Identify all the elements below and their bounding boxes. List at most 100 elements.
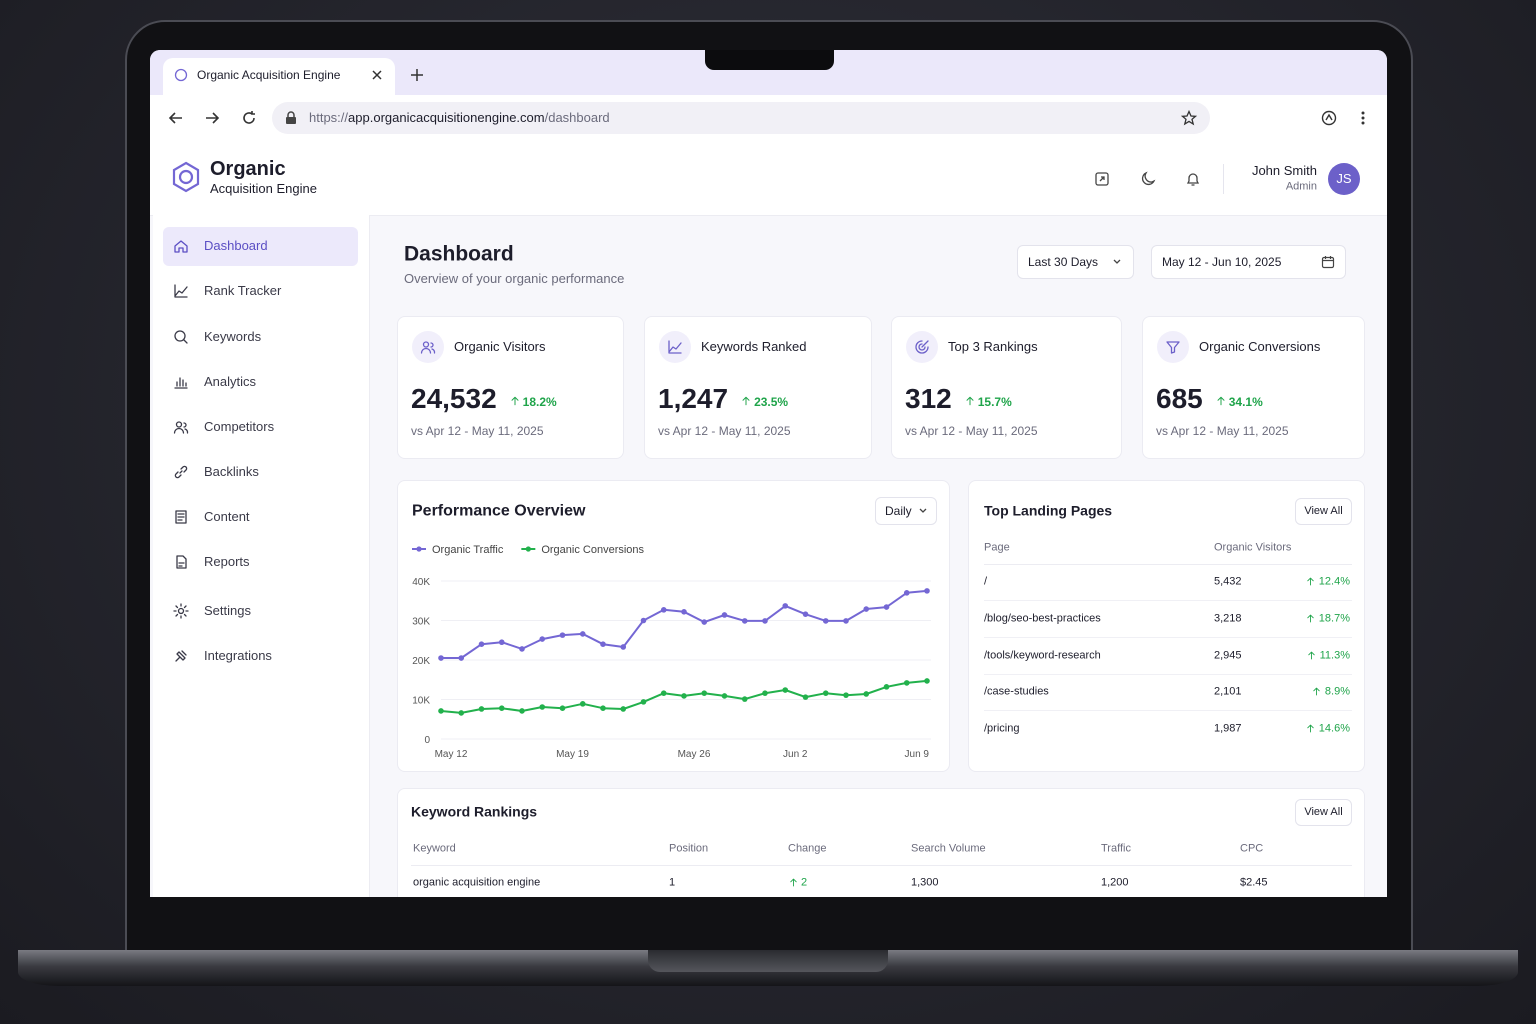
row-rule bbox=[984, 600, 1352, 601]
chevron bbox=[919, 508, 927, 513]
lock-icon bbox=[286, 111, 296, 124]
kpi-icon bbox=[420, 341, 436, 354]
page-path[interactable]: /blog/seo-best-practices bbox=[984, 612, 1101, 625]
nav-item[interactable] bbox=[163, 498, 358, 537]
data-point bbox=[822, 690, 829, 696]
data-point bbox=[458, 710, 465, 716]
nav-label: Rank Tracker bbox=[204, 283, 282, 299]
address-bar[interactable] bbox=[272, 102, 1210, 134]
data-point bbox=[498, 639, 505, 646]
forward-button[interactable] bbox=[204, 110, 220, 126]
reload-button[interactable] bbox=[241, 110, 257, 126]
nav-icon-path bbox=[174, 240, 188, 253]
nav-icon-path bbox=[175, 650, 187, 662]
brand-name: Organic bbox=[210, 158, 286, 180]
column-header: Traffic bbox=[1101, 842, 1131, 855]
y-tick-label: 30K bbox=[412, 617, 430, 628]
avatar[interactable]: JS bbox=[1328, 163, 1360, 195]
up-arrow-path bbox=[1217, 396, 1225, 406]
visitors: 5,432 bbox=[1214, 575, 1242, 588]
page-path[interactable]: /case-studies bbox=[984, 685, 1049, 698]
nav-item[interactable] bbox=[163, 363, 358, 402]
column-header: Organic Visitors bbox=[1214, 541, 1292, 554]
data-point bbox=[762, 618, 768, 624]
up-arrow bbox=[966, 396, 974, 406]
nav-item[interactable] bbox=[163, 453, 358, 492]
nav-item[interactable] bbox=[163, 592, 358, 631]
divider bbox=[1223, 164, 1224, 194]
performance-card: Performance Overview Daily 0 10K 20K 30K 40K… bbox=[397, 480, 950, 772]
change: 12.4% bbox=[1318, 575, 1350, 588]
up-arrow bbox=[1307, 724, 1314, 733]
period-select[interactable] bbox=[875, 497, 937, 525]
camera-notch bbox=[705, 50, 834, 70]
nav-item[interactable] bbox=[163, 543, 358, 582]
data-point bbox=[640, 699, 647, 705]
nav-label: Dashboard bbox=[204, 238, 268, 254]
page-path[interactable]: /pricing bbox=[984, 722, 1020, 735]
data-point bbox=[498, 705, 505, 711]
data-point bbox=[924, 588, 930, 594]
cell: 1 bbox=[669, 876, 676, 889]
extension-icon[interactable] bbox=[1321, 110, 1337, 126]
share-icon[interactable] bbox=[1094, 171, 1110, 187]
chevron bbox=[1113, 259, 1121, 264]
nav-icon-path bbox=[174, 284, 188, 298]
visitors: 3,218 bbox=[1214, 612, 1242, 625]
kpi-icon-path bbox=[1166, 341, 1180, 354]
data-point bbox=[782, 687, 789, 693]
nav-icon-path bbox=[176, 555, 187, 569]
page-path[interactable]: / bbox=[984, 575, 988, 588]
data-point bbox=[438, 655, 444, 661]
up-arrow bbox=[790, 878, 797, 887]
data-point bbox=[843, 692, 849, 698]
data-point bbox=[924, 678, 930, 684]
data-point bbox=[620, 644, 627, 650]
series-line bbox=[441, 589, 928, 659]
line-chart: 0 10K 20K 30K 40K May 12 May 19 May 26 Jun 2 Jun … bbox=[412, 544, 931, 760]
view-all-button[interactable]: View All bbox=[1295, 498, 1352, 525]
kpi-icon-bg bbox=[659, 331, 691, 363]
nav-label: Settings bbox=[204, 603, 251, 619]
column-header: Page bbox=[984, 541, 1010, 554]
menu-icon[interactable] bbox=[1357, 110, 1369, 126]
data-point bbox=[640, 617, 647, 624]
kpi-card: Organic Visitors 24,532 18.2% vs Apr 12 - M… bbox=[397, 316, 624, 459]
nav-icon-path bbox=[174, 465, 188, 479]
up-arrow-path bbox=[1307, 577, 1314, 586]
data-point bbox=[579, 701, 586, 707]
page-path[interactable]: /tools/keyword-research bbox=[984, 649, 1101, 661]
data-point bbox=[660, 690, 667, 696]
range-select[interactable] bbox=[1017, 245, 1134, 279]
nav-icon bbox=[174, 465, 188, 479]
url-path: /dashboard bbox=[544, 110, 610, 126]
date-picker[interactable] bbox=[1151, 245, 1346, 279]
data-point bbox=[802, 611, 809, 617]
app-header bbox=[150, 141, 1387, 216]
bookmark-star[interactable] bbox=[1181, 110, 1197, 126]
theme-icon[interactable] bbox=[1140, 171, 1156, 187]
kpi-icon-path bbox=[915, 340, 929, 354]
nav-icon-path bbox=[174, 377, 188, 389]
tab-close[interactable] bbox=[371, 69, 383, 81]
column-header: Search Volume bbox=[911, 842, 986, 855]
url: https://app.organicacquisitionengine.com… bbox=[309, 110, 610, 126]
up-arrow-path bbox=[1307, 724, 1314, 733]
nav-label: Analytics bbox=[204, 374, 257, 390]
view-all-button[interactable]: View All bbox=[1295, 799, 1352, 826]
data-point bbox=[600, 705, 606, 711]
new-tab[interactable] bbox=[410, 68, 424, 82]
chart-title: Performance Overview bbox=[412, 502, 586, 520]
data-point bbox=[519, 646, 525, 652]
notifications-icon[interactable] bbox=[1185, 171, 1201, 187]
x-tick-label: Jun 2 bbox=[783, 749, 808, 760]
tab[interactable] bbox=[163, 58, 395, 95]
back-button[interactable] bbox=[168, 110, 184, 126]
kpi-icon bbox=[1166, 341, 1180, 354]
visitors: 1,987 bbox=[1214, 722, 1242, 735]
x-tick-label: May 12 bbox=[435, 749, 468, 760]
up-arrow-path bbox=[511, 396, 519, 406]
calendar-icon bbox=[1321, 256, 1335, 269]
card-title: Top Landing Pages bbox=[984, 502, 1113, 519]
row-rule bbox=[984, 636, 1352, 638]
